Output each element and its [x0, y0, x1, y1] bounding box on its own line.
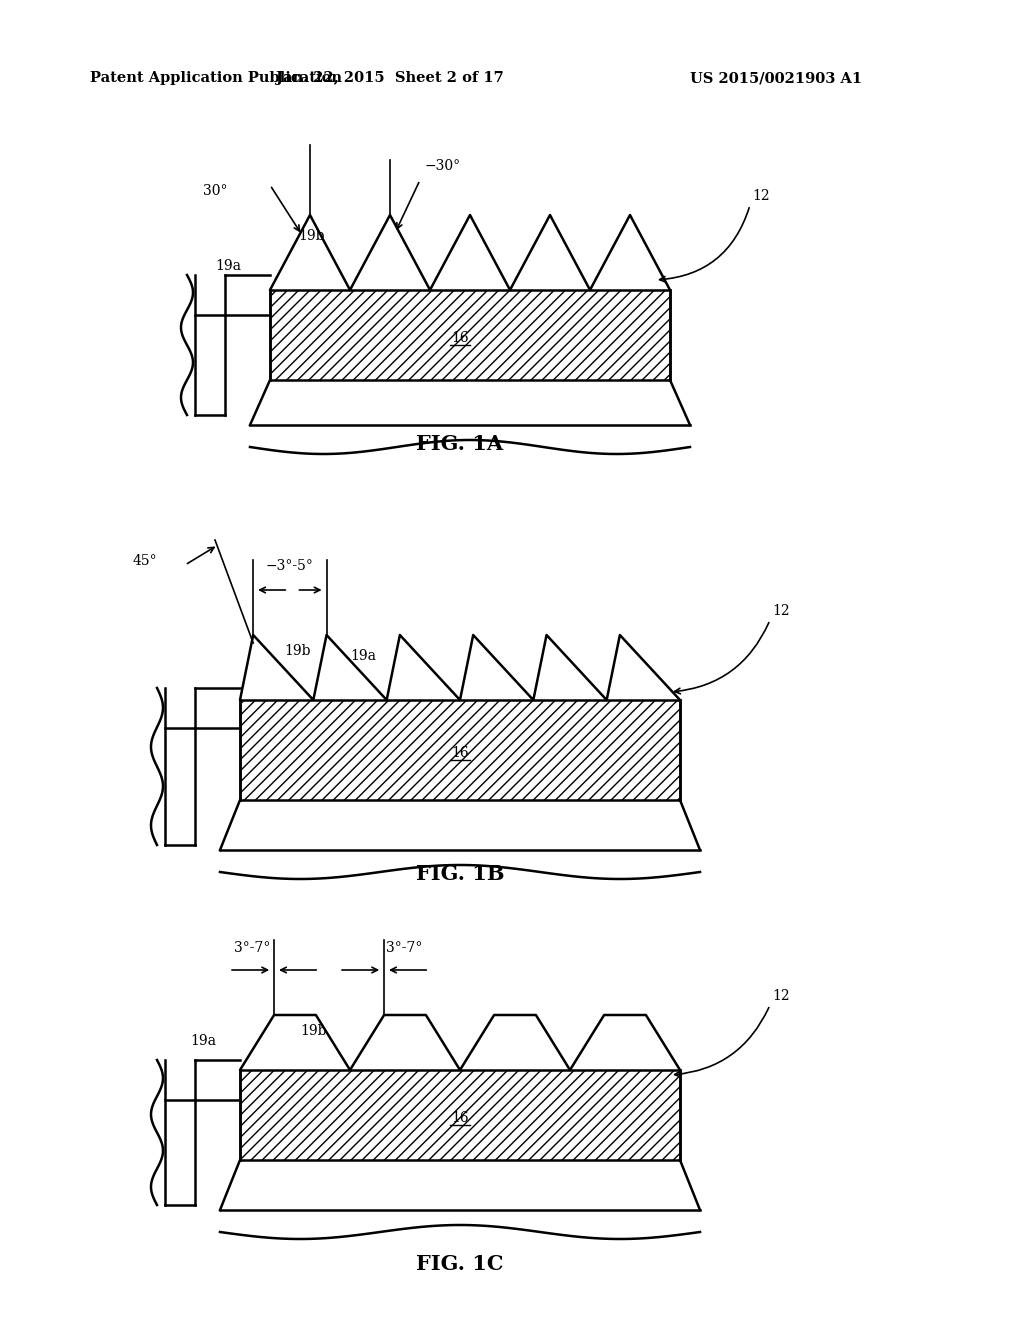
Bar [240, 1071, 680, 1160]
Text: 30°: 30° [203, 183, 227, 198]
Text: FIG. 1A: FIG. 1A [417, 434, 504, 454]
Text: 19b: 19b [284, 644, 310, 657]
Text: 19b: 19b [300, 1024, 327, 1038]
Bar [240, 700, 680, 800]
Bar [270, 290, 670, 380]
Text: Jan. 22, 2015  Sheet 2 of 17: Jan. 22, 2015 Sheet 2 of 17 [276, 71, 504, 84]
Text: 19a: 19a [215, 259, 241, 273]
Text: 12: 12 [752, 189, 770, 203]
Text: −3°-5°: −3°-5° [266, 558, 313, 573]
Text: 16: 16 [452, 746, 469, 760]
Text: 12: 12 [772, 605, 790, 618]
Text: 16: 16 [452, 331, 469, 345]
Text: −30°: −30° [425, 158, 461, 173]
Text: 19a: 19a [350, 649, 376, 663]
Text: 45°: 45° [133, 554, 158, 568]
Text: FIG. 1B: FIG. 1B [416, 865, 504, 884]
Text: 16: 16 [452, 1111, 469, 1125]
Text: 12: 12 [772, 989, 790, 1003]
Text: FIG. 1C: FIG. 1C [416, 1254, 504, 1274]
Text: 3°-7°: 3°-7° [233, 941, 270, 954]
Text: 19b: 19b [298, 228, 325, 243]
Text: 19a: 19a [190, 1034, 216, 1048]
Text: 3°-7°: 3°-7° [386, 941, 422, 954]
Text: US 2015/0021903 A1: US 2015/0021903 A1 [690, 71, 862, 84]
Text: Patent Application Publication: Patent Application Publication [90, 71, 342, 84]
